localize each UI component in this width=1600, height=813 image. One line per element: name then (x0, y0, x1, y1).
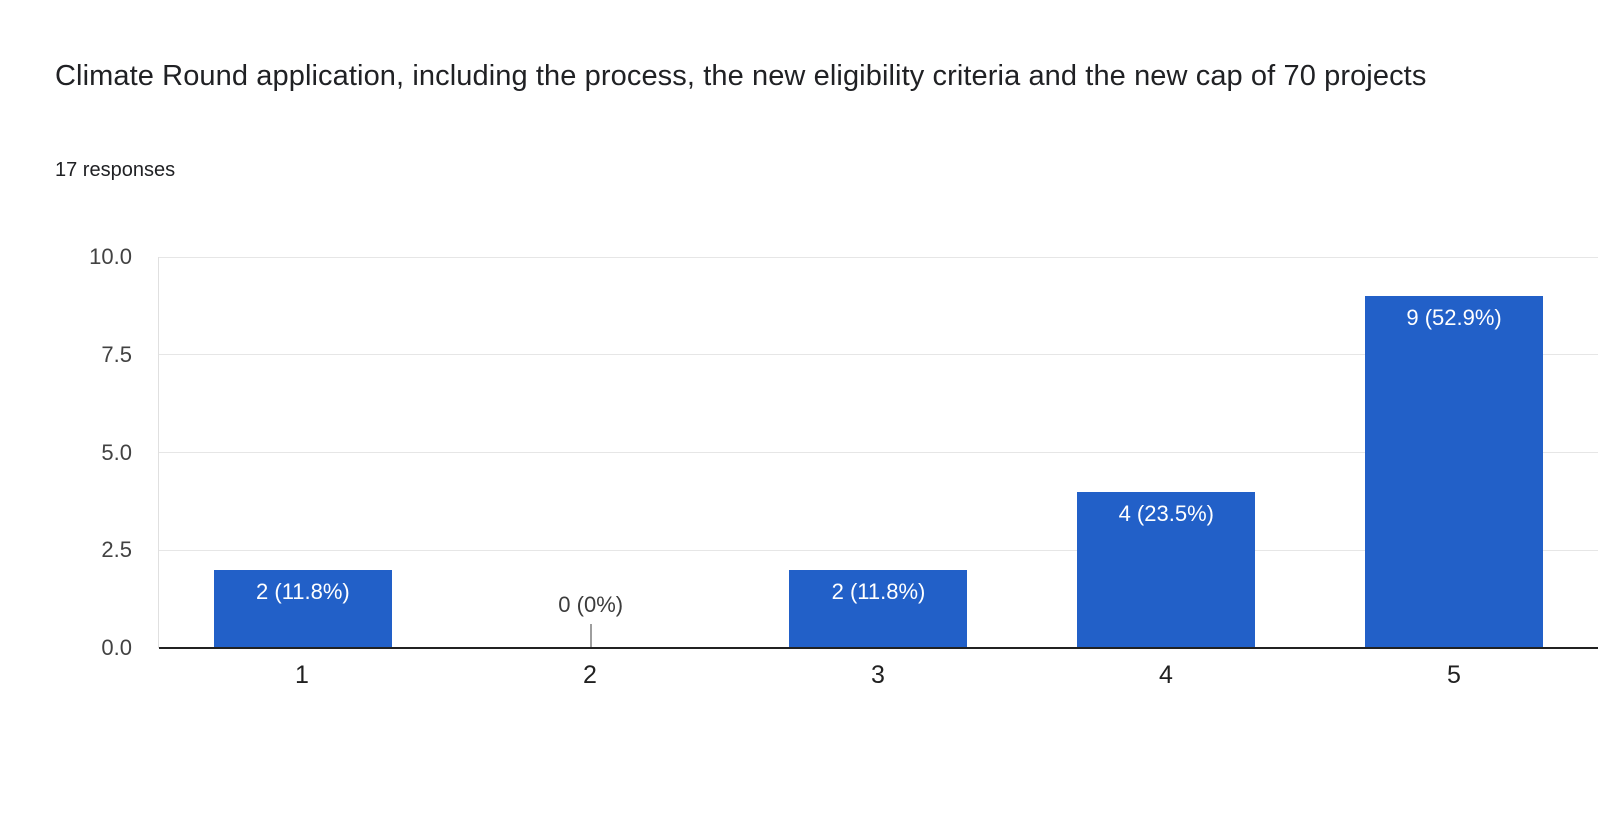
bar-group: 4 (23.5%) (1022, 257, 1310, 648)
bar-value-label: 2 (11.8%) (831, 578, 926, 604)
y-axis: 0.0 2.5 5.0 7.5 10.0 (0, 244, 132, 660)
question-title: Climate Round application, including the… (55, 60, 1427, 92)
bar-group: 0 (0%) (447, 257, 735, 648)
gridline (159, 452, 1598, 453)
bar-chart: 0.0 2.5 5.0 7.5 10.0 2 (11.8%) 0 (0%) 2 (11.8%… (0, 244, 1600, 697)
bar-group: 9 (52.9%) (1310, 257, 1598, 648)
gridline (159, 354, 1598, 356)
x-axis: 1 2 3 4 5 (158, 661, 1598, 695)
y-tick-label: 5.0 (101, 439, 132, 465)
bar-value-label: 9 (52.9%) (1406, 305, 1502, 331)
bar-group: 2 (11.8%) (159, 257, 447, 648)
zero-value-label: 0 (0%) (558, 592, 624, 617)
zero-value-stub (589, 624, 592, 648)
y-tick-label: 2.5 (101, 537, 132, 563)
x-tick-label: 1 (295, 661, 309, 689)
gridline (159, 256, 1598, 258)
y-tick-label: 10.0 (89, 244, 132, 269)
gridline (159, 549, 1598, 551)
bar-group: 2 (11.8%) (735, 257, 1023, 648)
responses-count: 17 responses (55, 159, 176, 181)
bar[interactable]: 4 (23.5%) (1077, 491, 1256, 648)
bar[interactable]: 2 (11.8%) (213, 569, 392, 648)
x-tick-label: 2 (583, 661, 597, 689)
x-tick-label: 3 (871, 661, 885, 689)
bar-value-label: 4 (23.5%) (1118, 500, 1214, 526)
y-tick-label: 0.0 (101, 635, 132, 660)
x-baseline (159, 647, 1598, 649)
bar[interactable]: 9 (52.9%) (1365, 296, 1544, 648)
bar-value-label: 2 (11.8%) (256, 578, 350, 604)
bar[interactable]: 2 (11.8%) (789, 569, 968, 648)
x-tick-label: 5 (1447, 661, 1461, 689)
plot-area: 2 (11.8%) 0 (0%) 2 (11.8%) 4 (23.5%) 9 (52.9… (158, 256, 1598, 649)
y-tick-label: 7.5 (101, 341, 132, 367)
x-tick-label: 4 (1159, 661, 1173, 689)
